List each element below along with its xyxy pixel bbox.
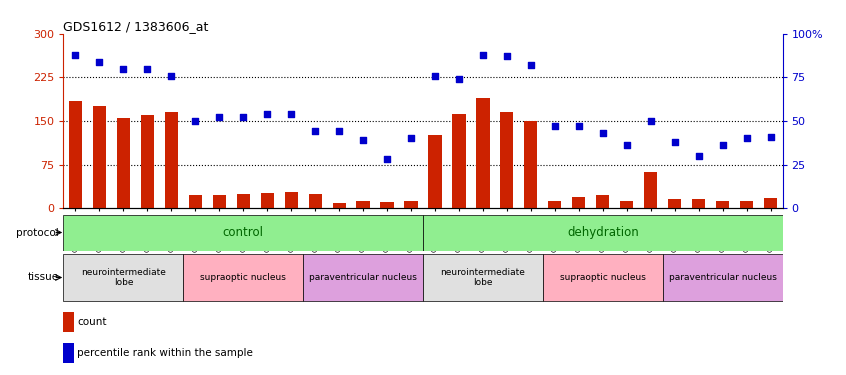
Point xyxy=(596,130,609,136)
Bar xyxy=(140,115,154,208)
Point xyxy=(308,128,321,134)
Point xyxy=(764,134,777,140)
Point xyxy=(667,139,681,145)
Point xyxy=(189,118,202,124)
Text: GDS1612 / 1383606_at: GDS1612 / 1383606_at xyxy=(63,20,209,33)
Point xyxy=(380,156,393,162)
Bar xyxy=(668,200,681,208)
Point xyxy=(716,142,729,148)
Bar xyxy=(423,214,783,250)
Point xyxy=(476,52,490,58)
Bar xyxy=(332,204,346,208)
Point xyxy=(261,111,274,117)
Bar xyxy=(381,202,393,208)
Text: neurointermediate
lobe: neurointermediate lobe xyxy=(441,268,525,287)
Bar xyxy=(93,106,106,208)
Point xyxy=(452,76,465,82)
Bar xyxy=(428,135,442,208)
Point xyxy=(356,137,370,143)
Point xyxy=(572,123,585,129)
Point xyxy=(69,52,82,58)
Bar xyxy=(404,201,418,208)
Text: supraoptic nucleus: supraoptic nucleus xyxy=(201,273,286,282)
Point xyxy=(644,118,657,124)
Text: paraventricular nucleus: paraventricular nucleus xyxy=(309,273,417,282)
Bar xyxy=(453,114,465,208)
Text: supraoptic nucleus: supraoptic nucleus xyxy=(560,273,645,282)
Bar xyxy=(309,194,321,208)
Point xyxy=(404,135,418,141)
Point xyxy=(117,66,130,72)
Point xyxy=(284,111,298,117)
Bar xyxy=(644,172,657,208)
Bar xyxy=(63,254,184,301)
Bar xyxy=(69,100,82,208)
Bar xyxy=(117,118,130,208)
Text: paraventricular nucleus: paraventricular nucleus xyxy=(668,273,777,282)
Point xyxy=(500,53,514,59)
Bar xyxy=(423,254,543,301)
Point xyxy=(332,128,346,134)
Bar xyxy=(63,312,74,332)
Bar xyxy=(184,254,303,301)
Bar xyxy=(63,214,423,250)
Bar xyxy=(662,254,783,301)
Point xyxy=(548,123,562,129)
Bar xyxy=(548,201,562,208)
Bar xyxy=(692,200,706,208)
Bar xyxy=(284,192,298,208)
Point xyxy=(692,153,706,159)
Text: control: control xyxy=(222,226,264,239)
Text: neurointermediate
lobe: neurointermediate lobe xyxy=(81,268,166,287)
Bar xyxy=(303,254,423,301)
Bar xyxy=(572,196,585,208)
Bar xyxy=(212,195,226,208)
Bar xyxy=(476,98,490,208)
Point xyxy=(620,142,634,148)
Point xyxy=(236,114,250,120)
Point xyxy=(212,114,226,120)
Text: dehydration: dehydration xyxy=(567,226,639,239)
Point xyxy=(739,135,753,141)
Bar xyxy=(543,254,662,301)
Bar xyxy=(165,112,178,208)
Bar xyxy=(620,201,634,208)
Bar xyxy=(63,343,74,363)
Bar xyxy=(356,201,370,208)
Bar xyxy=(189,195,202,208)
Point xyxy=(524,62,537,68)
Bar xyxy=(525,121,537,208)
Point xyxy=(164,73,178,79)
Bar xyxy=(596,195,609,208)
Point xyxy=(428,73,442,79)
Bar xyxy=(716,201,729,208)
Bar xyxy=(237,194,250,208)
Bar xyxy=(740,201,753,208)
Text: protocol: protocol xyxy=(16,228,59,237)
Point xyxy=(92,58,106,64)
Point xyxy=(140,66,154,72)
Text: percentile rank within the sample: percentile rank within the sample xyxy=(77,348,253,358)
Bar xyxy=(764,198,777,208)
Text: count: count xyxy=(77,317,107,327)
Text: tissue: tissue xyxy=(28,273,59,282)
Bar xyxy=(261,193,274,208)
Bar xyxy=(500,112,514,208)
